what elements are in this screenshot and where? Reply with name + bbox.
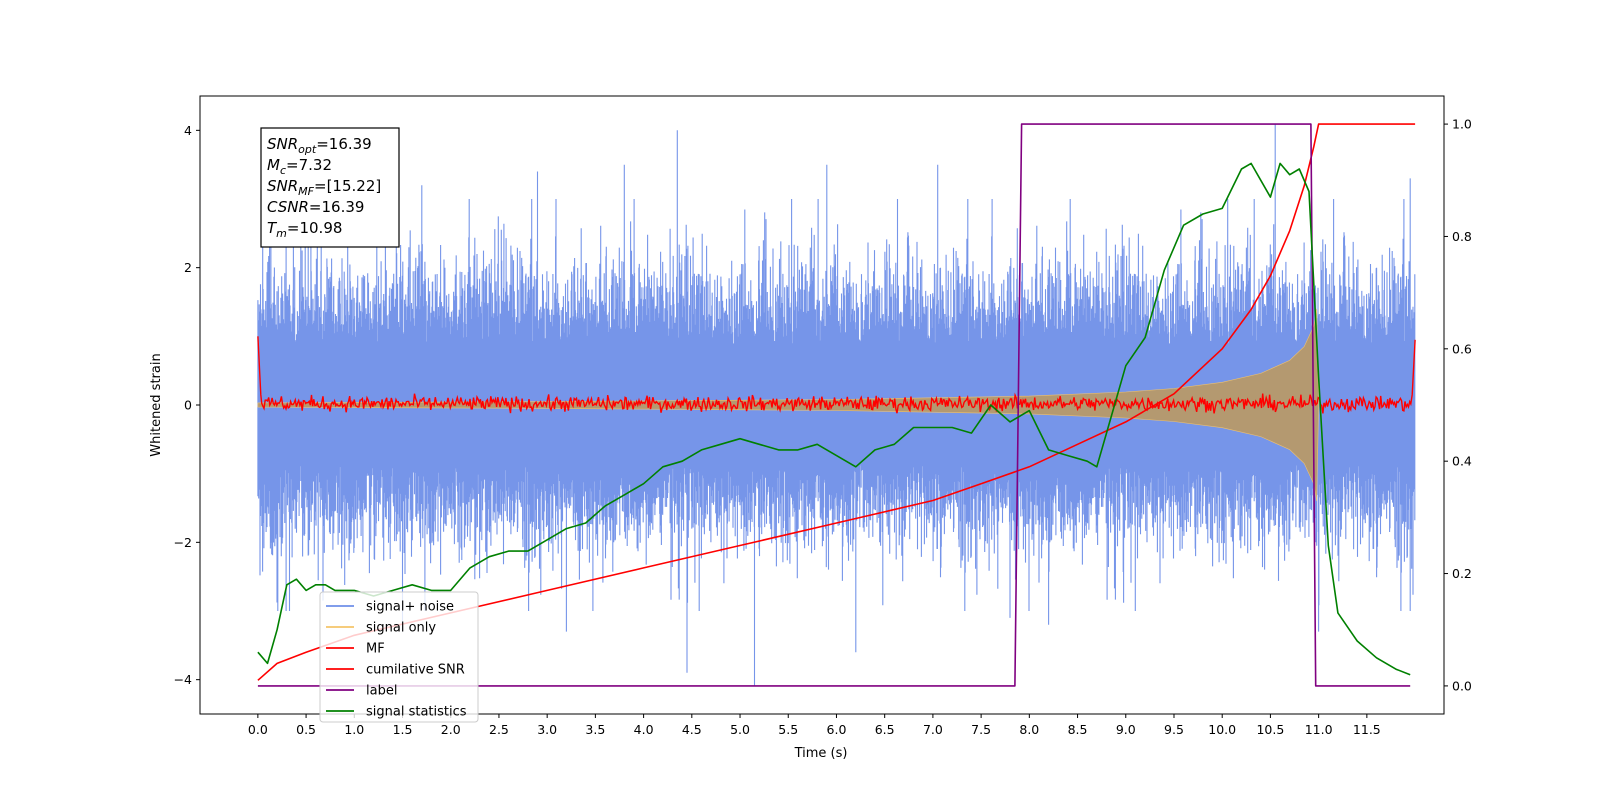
- x-tick-label: 3.0: [537, 722, 557, 737]
- x-axis-label: Time (s): [794, 746, 848, 761]
- legend: signal+ noise signal only MF cumilative SNR…: [319, 591, 479, 723]
- x-tick-label: 10.0: [1208, 722, 1236, 737]
- y-right-tick-label: 0.0: [1452, 678, 1472, 693]
- y-right-tick-label: 0.2: [1452, 566, 1472, 581]
- signal-statistics-line: [257, 162, 1411, 676]
- legend-label-signal-noise: signal+ noise: [366, 600, 454, 615]
- y-tick-label: 4: [184, 123, 192, 138]
- x-tick-label: 9.5: [1164, 722, 1184, 737]
- annotation-mc: Mc=7.32: [267, 156, 332, 177]
- legend-label-label: label: [366, 684, 397, 699]
- mf-series: [257, 336, 1416, 414]
- legend-label-cumulative-snr: cumilative SNR: [366, 663, 465, 678]
- x-tick-label: 2.0: [441, 722, 461, 737]
- x-tick-label: 8.5: [1068, 722, 1088, 737]
- x-tick-label: 2.5: [489, 722, 509, 737]
- annotation-csnr: CSNR=16.39: [267, 198, 364, 216]
- x-tick-label: 9.0: [1116, 722, 1136, 737]
- annotation-box: SNRopt=16.39 Mc=7.32 SNRMF=[15.22] CSNR=…: [260, 127, 400, 248]
- y-tick-label: 2: [184, 260, 192, 275]
- legend-label-signal-statistics: signal statistics: [366, 705, 467, 720]
- annotation-frame: [260, 127, 400, 248]
- y-right-tick-label: 0.8: [1452, 229, 1472, 244]
- legend-label-mf: MF: [366, 642, 385, 657]
- x-tick-label: 4.0: [634, 722, 654, 737]
- legend-frame: [319, 591, 479, 723]
- y-right-tick-label: 0.6: [1452, 341, 1472, 356]
- mf-line: [257, 336, 1416, 414]
- x-tick-label: 10.5: [1256, 722, 1284, 737]
- y-axis-left: −4 −2 0 2 4: [174, 123, 200, 687]
- y-tick-label: −4: [174, 672, 192, 687]
- annotation-snr-mf: SNRMF=[15.22]: [267, 177, 381, 198]
- annotation-tm: Tm=10.98: [267, 219, 342, 240]
- x-tick-label: 6.5: [875, 722, 895, 737]
- y-right-tick-label: 1.0: [1452, 117, 1472, 132]
- x-tick-label: 0.0: [248, 722, 268, 737]
- label-line: [257, 123, 1411, 687]
- x-tick-label: 5.5: [778, 722, 798, 737]
- signal-only-series: [257, 308, 1319, 502]
- x-tick-label: 0.5: [296, 722, 316, 737]
- x-tick-label: 3.5: [585, 722, 605, 737]
- x-tick-label: 11.5: [1353, 722, 1381, 737]
- y-right-tick-label: 0.4: [1452, 454, 1472, 469]
- x-tick-label: 1.5: [393, 722, 413, 737]
- y-axis-label: Whitened strain: [149, 353, 164, 456]
- y-axis-right: 0.0 0.2 0.4 0.6 0.8 1.0: [1444, 117, 1472, 693]
- x-axis: 0.0 0.5 1.0 1.5 2.0 2.5 3.0 3.5 4.0 4.5 5.0 5.5 6.0 6…: [248, 714, 1381, 737]
- annotation-snr-opt: SNRopt=16.39: [267, 135, 372, 156]
- x-tick-label: 5.0: [730, 722, 750, 737]
- x-tick-label: 7.5: [971, 722, 991, 737]
- legend-label-signal-only: signal only: [366, 621, 436, 636]
- x-tick-label: 6.0: [827, 722, 847, 737]
- y-tick-label: −2: [174, 535, 192, 550]
- signal-only-area: [257, 308, 1319, 502]
- x-tick-label: 1.0: [344, 722, 364, 737]
- x-tick-label: 8.0: [1019, 722, 1039, 737]
- x-tick-label: 7.0: [923, 722, 943, 737]
- y-tick-label: 0: [184, 398, 192, 413]
- x-tick-label: 4.5: [682, 722, 702, 737]
- x-tick-label: 11.0: [1305, 722, 1333, 737]
